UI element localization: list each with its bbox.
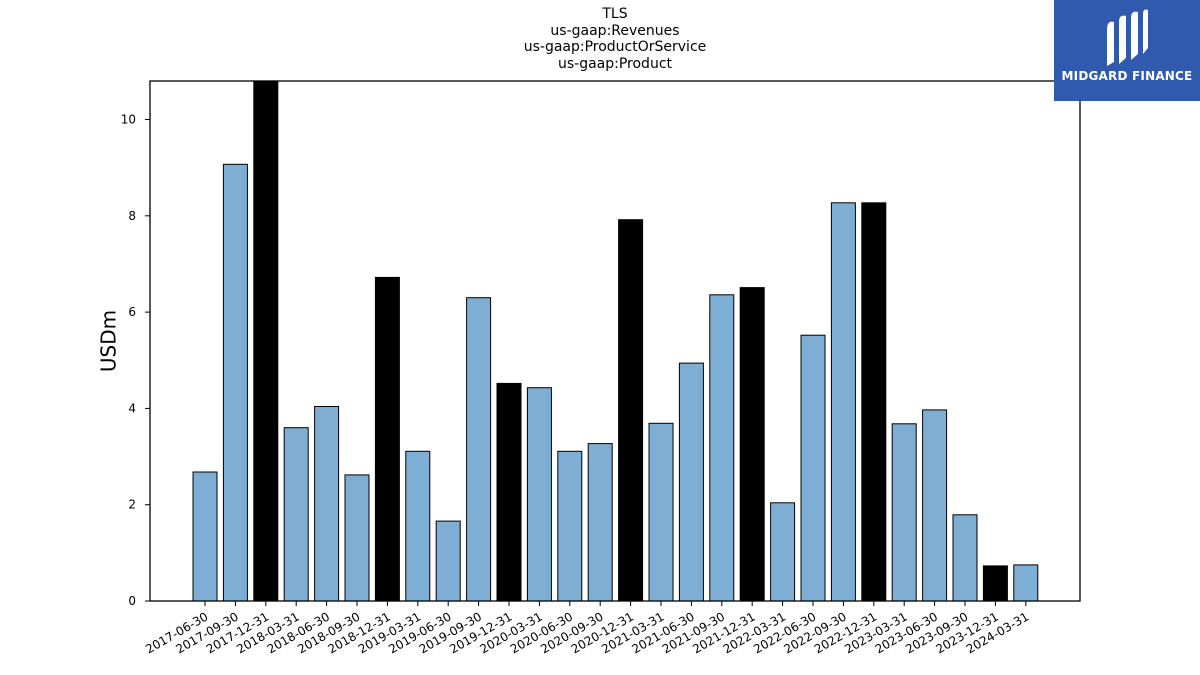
chart-title: TLS us-gaap:Revenues us-gaap:ProductOrSe… bbox=[415, 6, 815, 72]
bar-2018-09-30 bbox=[344, 474, 370, 602]
bar-2018-06-30 bbox=[314, 406, 340, 602]
title-line-ticker: TLS bbox=[602, 6, 628, 22]
logo-text: MIDGARD FINANCE bbox=[1061, 69, 1193, 83]
bar-2017-06-30 bbox=[192, 471, 218, 602]
bar-2019-06-30 bbox=[435, 520, 461, 602]
bar-2023-03-31 bbox=[891, 423, 917, 602]
y-tick-label: 8 bbox=[128, 209, 136, 223]
title-line-member: us-gaap:Product bbox=[557, 55, 673, 72]
y-tick-label: 10 bbox=[121, 113, 136, 127]
bar-2019-09-30 bbox=[466, 297, 492, 602]
bar-2019-12-31 bbox=[496, 382, 522, 602]
y-axis-ticks: 0 2 4 6 8 10 bbox=[121, 113, 150, 608]
bar-2023-09-30 bbox=[952, 514, 978, 602]
bar-2020-06-30 bbox=[557, 450, 583, 602]
x-axis-ticks: 2017-06-302017-09-302017-12-312018-03-31… bbox=[143, 601, 1031, 656]
bar-2021-12-31 bbox=[739, 287, 765, 602]
bar-2024-03-31 bbox=[1013, 564, 1039, 602]
bar-2018-12-31 bbox=[374, 276, 400, 602]
bar-2021-03-31 bbox=[648, 422, 674, 602]
bar-2017-12-31 bbox=[253, 80, 279, 602]
bar-2022-09-30 bbox=[830, 202, 856, 602]
y-tick-label: 2 bbox=[128, 498, 136, 512]
y-tick-label: 6 bbox=[128, 305, 136, 319]
bars-group bbox=[192, 80, 1039, 602]
plot-frame bbox=[149, 80, 1081, 602]
bar-2020-03-31 bbox=[526, 387, 552, 602]
bar-2022-06-30 bbox=[800, 334, 826, 602]
bar-2020-12-31 bbox=[618, 219, 644, 602]
bar-2021-09-30 bbox=[709, 294, 735, 602]
logo-mark-icon bbox=[1107, 9, 1148, 66]
bar-2021-06-30 bbox=[678, 362, 704, 602]
bar-2019-03-31 bbox=[405, 450, 431, 602]
bar-2023-06-30 bbox=[922, 409, 948, 602]
bar-2022-12-31 bbox=[861, 202, 887, 602]
midgard-finance-logo: MIDGARD FINANCE bbox=[1054, 0, 1200, 101]
bar-2022-03-31 bbox=[770, 502, 796, 602]
y-axis-label: USDm bbox=[97, 310, 121, 372]
y-tick-label: 4 bbox=[128, 401, 136, 415]
y-tick-label: 0 bbox=[128, 594, 136, 608]
bar-2023-12-31 bbox=[982, 565, 1008, 602]
bar-2020-09-30 bbox=[587, 443, 613, 602]
bar-2017-09-30 bbox=[222, 163, 248, 602]
bar-2018-03-31 bbox=[283, 427, 309, 602]
title-line-axis: us-gaap:ProductOrService bbox=[523, 39, 707, 55]
title-line-concept: us-gaap:Revenues bbox=[550, 22, 680, 39]
